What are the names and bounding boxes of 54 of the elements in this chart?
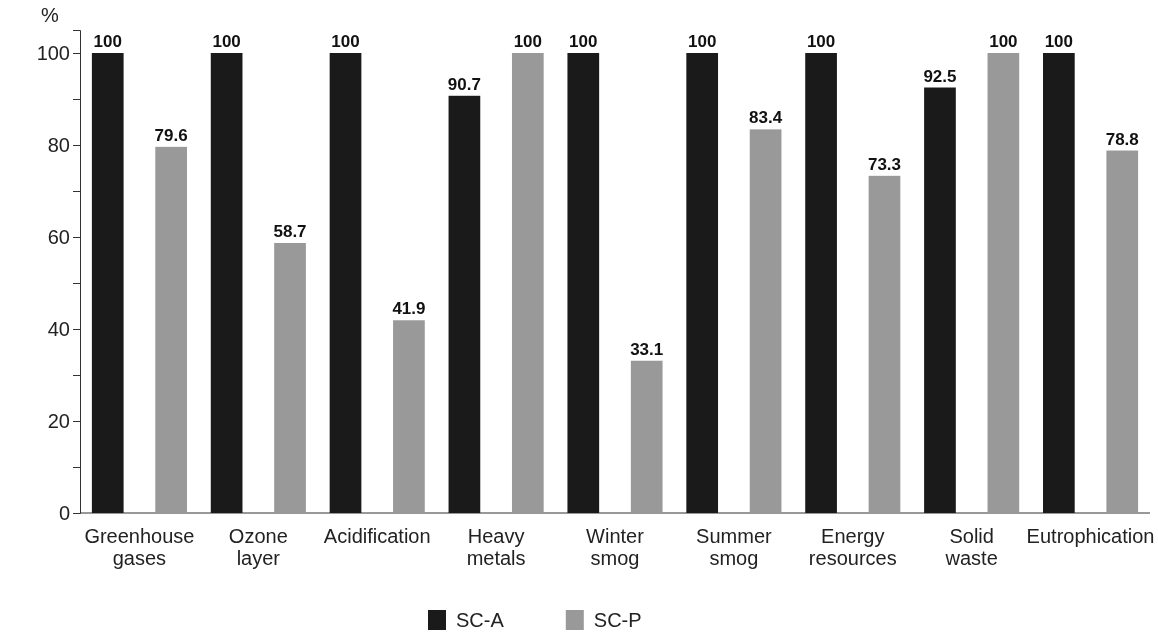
data-label: 100 (806, 32, 836, 51)
bar (987, 53, 1020, 513)
bar (155, 146, 187, 513)
bar (1106, 150, 1139, 513)
x-tick-label: Winter smog (586, 525, 645, 569)
data-label: 92.5 (923, 66, 957, 86)
y-tick-label: 20 (47, 409, 70, 432)
bar (567, 53, 600, 513)
bar (630, 360, 663, 513)
y-tick-label: 0 (58, 501, 70, 524)
data-label: 100 (989, 32, 1018, 51)
data-label: 100 (93, 32, 122, 51)
data-label: 100 (331, 32, 360, 51)
data-label: 100 (212, 32, 241, 51)
bar (805, 53, 837, 513)
data-label: 90.7 (447, 74, 481, 94)
data-label: 41.9 (392, 299, 426, 319)
bar (210, 53, 243, 513)
bar (924, 87, 956, 513)
data-label: 73.3 (867, 154, 902, 174)
data-label: 83.4 (749, 108, 783, 128)
bar (393, 320, 425, 513)
data-label: 100 (569, 32, 598, 51)
bar (448, 95, 481, 513)
bar (329, 53, 362, 513)
x-tick-label: Energy resources (808, 525, 897, 569)
bar (868, 175, 901, 513)
bar (511, 53, 544, 513)
data-label: 100 (513, 32, 542, 51)
y-tick-label: 100 (36, 41, 70, 64)
y-axis-title: % (41, 4, 60, 26)
x-tick-label: Heavy metals (466, 525, 526, 569)
y-tick-label: 60 (47, 225, 70, 248)
data-label: 100 (688, 32, 717, 51)
legend-label: SC-A (456, 609, 505, 631)
legend-label: SC-P (593, 609, 642, 631)
x-tick-label: Acidification (323, 525, 431, 547)
y-tick-label: 40 (47, 317, 70, 340)
data-label: 100 (1044, 32, 1074, 51)
bar (1043, 53, 1075, 513)
bar (686, 53, 719, 513)
bar (274, 242, 306, 513)
y-tick-label: 80 (47, 133, 70, 156)
bar (91, 53, 124, 513)
data-label: 58.7 (273, 221, 307, 241)
data-label: 78.8 (1105, 129, 1139, 149)
x-tick-label: Solid waste (944, 525, 998, 569)
x-tick-label: Summer smog (696, 525, 773, 569)
data-label: 79.6 (154, 125, 188, 145)
data-label: 33.1 (630, 339, 664, 359)
x-tick-label: Greenhouse gases (84, 525, 195, 569)
x-tick-label: Eutrophication (1026, 525, 1155, 547)
x-tick-label: Ozone layer (228, 525, 288, 569)
bar (749, 129, 782, 513)
